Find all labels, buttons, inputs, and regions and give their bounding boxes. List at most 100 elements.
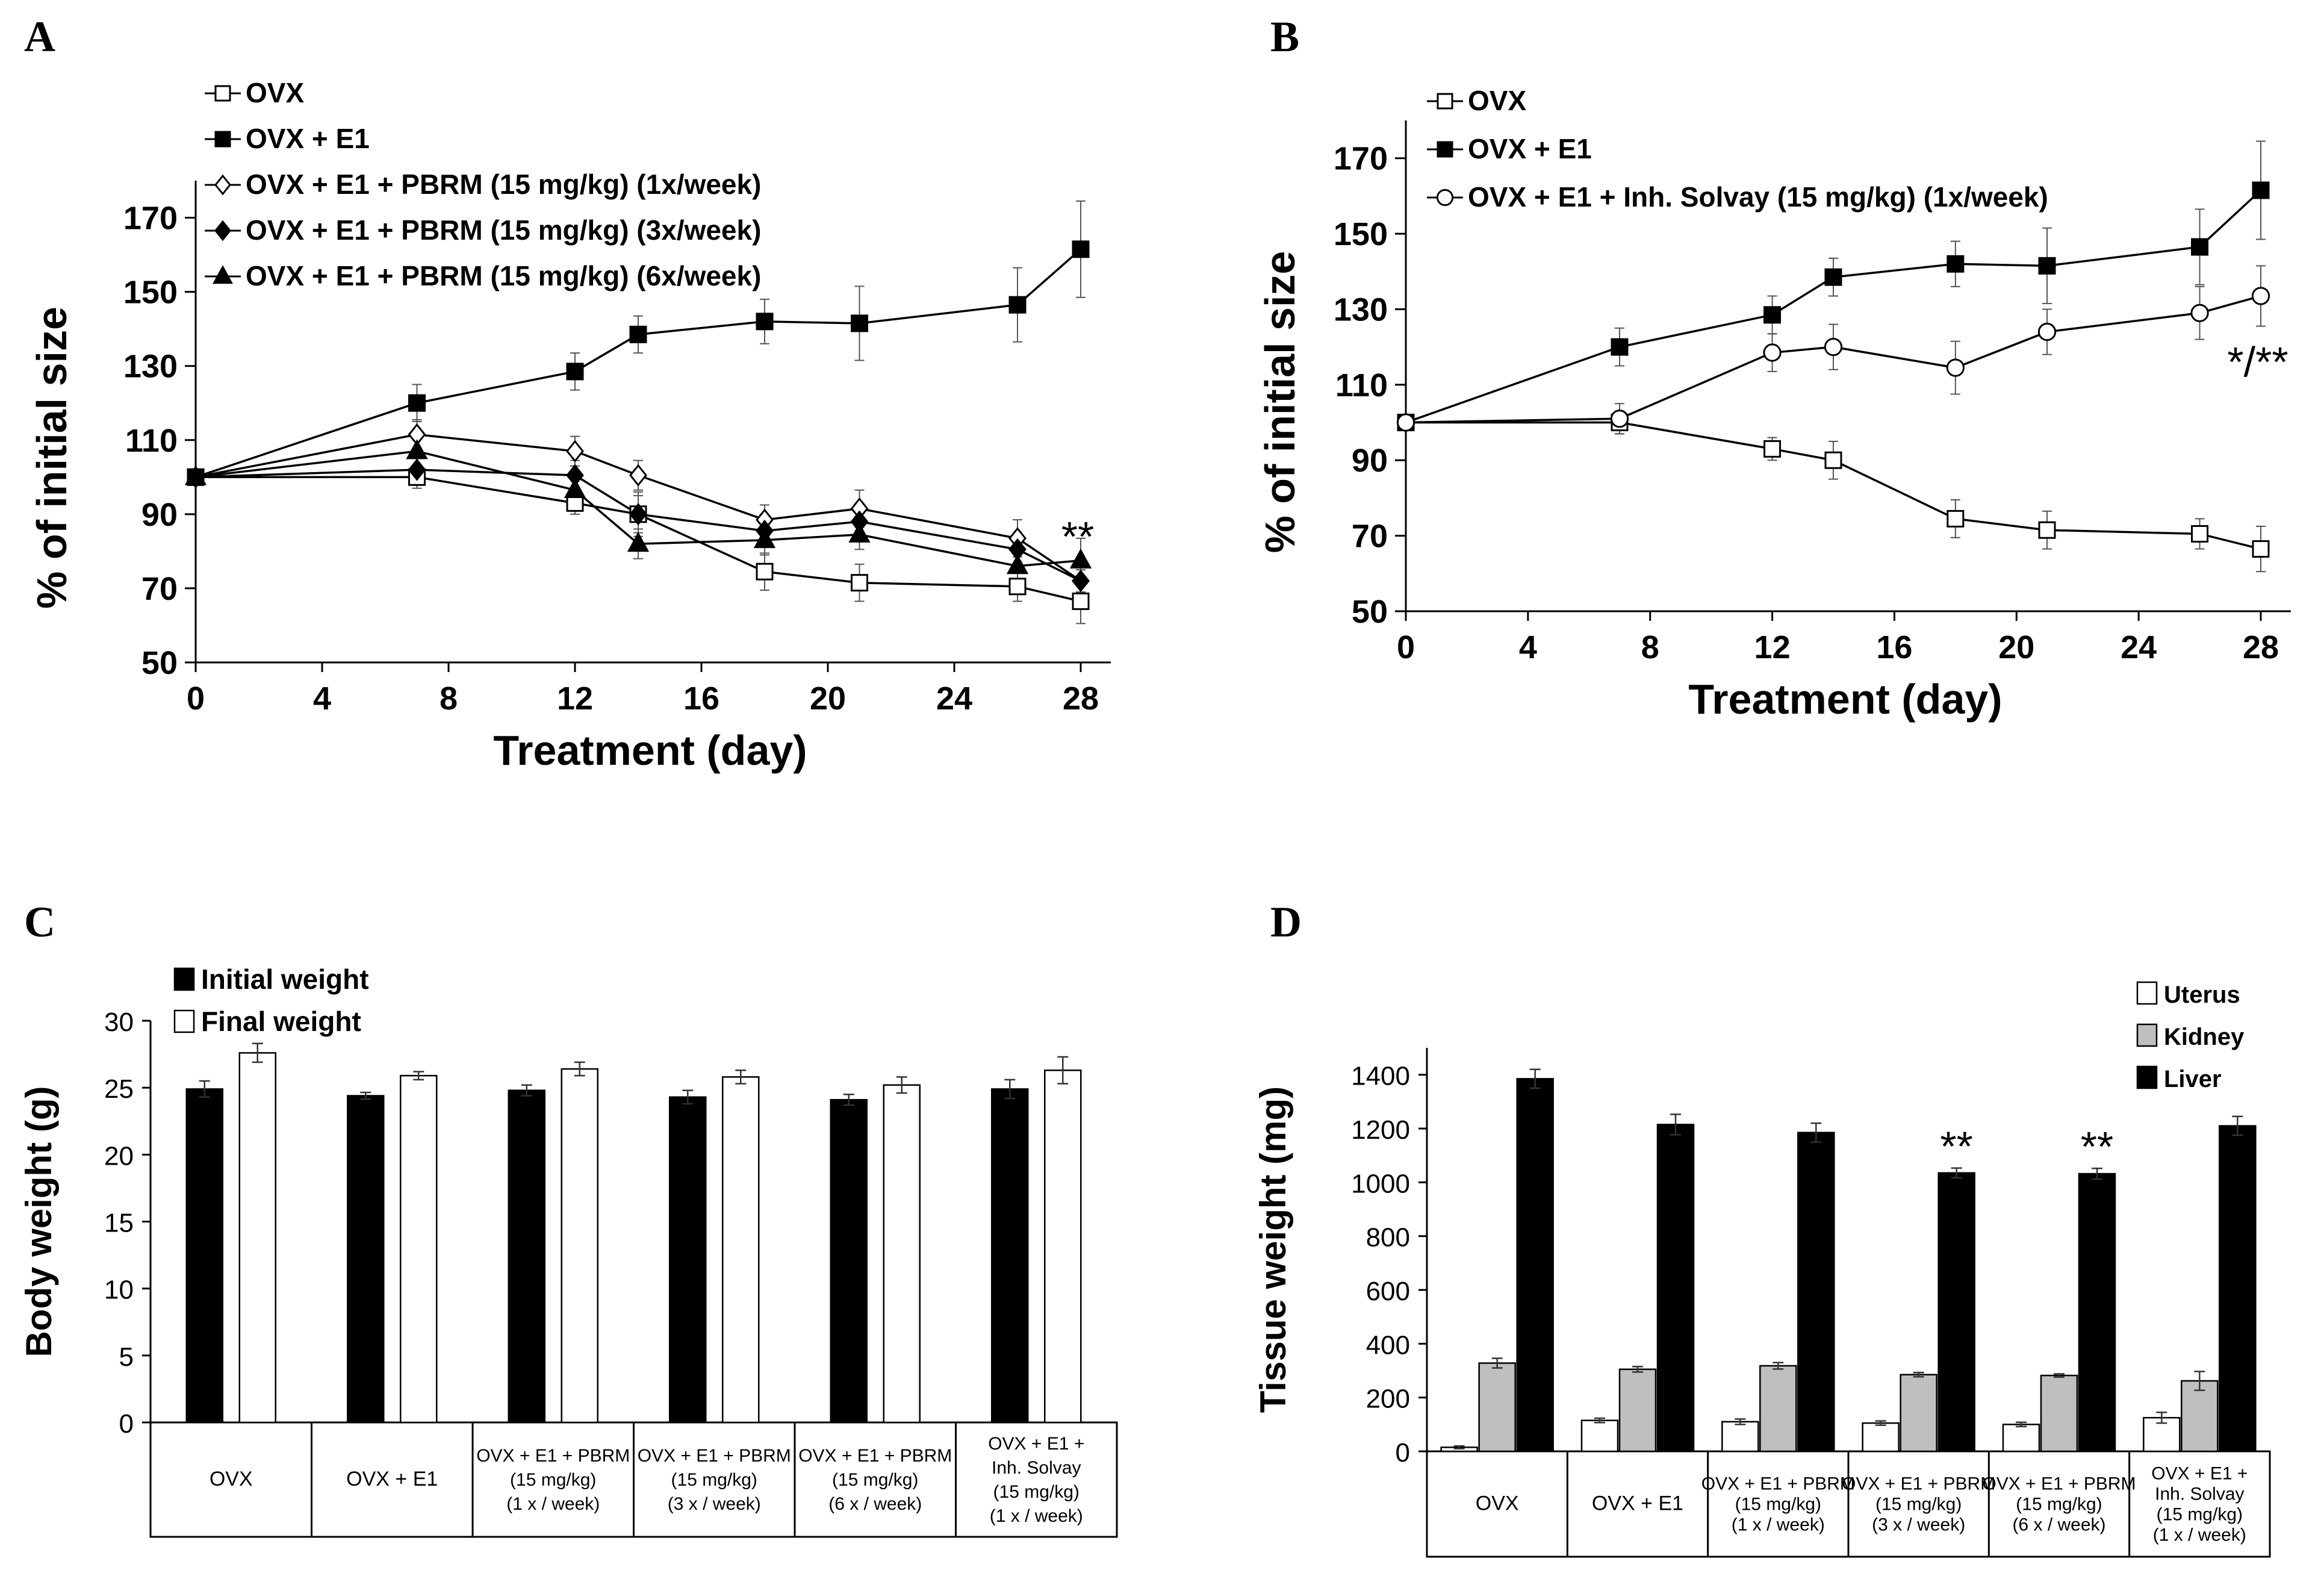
y-tick-label: 50 [1352,594,1388,630]
data-point [627,532,650,552]
data-point [2038,257,2056,275]
category-label: Inh. Solvay [2155,1484,2244,1504]
legend-marker [214,220,231,241]
data-point [756,313,774,331]
category-label: (1 x / week) [506,1494,600,1514]
category-label: OVX + E1 + PBRM [476,1446,630,1466]
data-point [1946,358,1965,377]
y-tick-label: 0 [1396,1438,1410,1468]
y-tick-label: 90 [1352,443,1388,479]
data-point [2191,238,2209,256]
data-point [2038,521,2056,539]
legend-marker [214,85,231,102]
y-tick-label: 110 [125,423,178,459]
series-line [195,248,1082,478]
category-label: OVX + E1 + PBRM [1982,1474,2136,1494]
legend-marker [214,174,231,196]
data-point [1947,509,1965,528]
data-point [1611,338,1629,356]
data-point [564,478,586,499]
bar [1044,1070,1082,1424]
y-tick-label: 70 [1352,519,1388,555]
y-tick-label: 70 [141,571,178,607]
x-tick-label: 16 [1876,629,1912,665]
bar [400,1074,438,1424]
y-tick-label: 170 [123,201,178,237]
bar [2219,1125,2257,1453]
legend-label: OVX + E1 [1468,133,1592,164]
legend-swatch [173,967,195,991]
y-tick-label: 800 [1366,1223,1410,1253]
category-label: (3 x / week) [668,1494,761,1514]
bar [347,1095,385,1424]
data-point [1006,553,1029,575]
data-point [1610,410,1629,428]
category-label: (15 mg/kg) [832,1470,918,1490]
chart-a-line: 50 70 90 110 130 150 170 0 4 8 12 16 20 24 28 Treatment… [28,77,1111,774]
data-point [2191,525,2209,543]
category-label: (15 mg/kg) [510,1470,596,1490]
category-label: (15 mg/kg) [1875,1495,1962,1515]
category-label: OVX + E1 + PBRM [1701,1474,1855,1494]
category-label: (1 x / week) [990,1506,1083,1526]
data-point [1824,268,1842,286]
data-point [1763,343,1782,362]
x-tick-label: 4 [1519,629,1537,665]
legend-label: OVX + E1 + PBRM (15 mg/kg) (1x/week) [246,169,761,200]
bar [1656,1124,1695,1453]
bar [238,1052,276,1424]
y-tick-label: 10 [104,1275,134,1305]
y-tick-label: 150 [1334,216,1388,252]
category-label: OVX + E1 + PBRM [1842,1474,1995,1494]
panel-label-c: C [24,898,55,946]
x-tick-label: 20 [810,680,846,717]
bar [2078,1173,2116,1453]
legend-label: OVX [1468,85,1526,116]
bar [1478,1362,1516,1453]
significance-annotation: ** [1940,1123,1972,1170]
data-point [629,325,647,343]
data-point [1008,578,1027,596]
data-point [1072,592,1090,610]
x-tick-label: 24 [936,680,972,717]
legend-swatch [2136,1023,2158,1047]
category-label: (15 mg/kg) [2016,1495,2102,1515]
category-label: OVX + E1 [1592,1492,1683,1515]
category-label: OVX + E1 + [2151,1464,2248,1484]
legend-label: OVX + E1 + PBRM (15 mg/kg) (3x/week) [246,214,761,246]
category-label: (15 mg/kg) [671,1470,757,1490]
legend-label: Uterus [2164,982,2240,1008]
y-tick-label: 15 [104,1209,134,1238]
data-point [408,394,426,412]
x-tick-label: 28 [1063,680,1099,717]
y-tick-label: 30 [104,1008,134,1037]
y-tick-label: 1200 [1351,1115,1410,1145]
x-tick-label: 12 [557,680,593,717]
series-line [195,450,1081,567]
x-tick-label: 8 [1641,629,1659,665]
legend-label: OVX + E1 [246,123,370,154]
chart-d-tissue-weight: 0 200 400 600 800 1000 1200 1400 Tissue weight (… [1253,981,2271,1558]
series-line [1405,294,2261,424]
legend-label: Final weight [201,1006,361,1037]
data-point [1824,451,1842,469]
data-point [2190,304,2209,322]
data-point [1763,306,1782,324]
y-tick-label: 130 [123,349,178,385]
y-tick-label: 170 [1334,141,1388,177]
x-axis-title: Treatment (day) [1688,676,2002,723]
bar [669,1096,707,1424]
y-tick-label: 90 [141,497,178,533]
legend-marker [1437,141,1453,158]
legend-label: OVX + E1 + PBRM (15 mg/kg) (6x/week) [246,260,761,291]
y-tick-label: 400 [1366,1330,1410,1360]
data-point [1824,338,1843,357]
x-tick-label: 8 [440,680,458,717]
y-tick-label: 1400 [1351,1062,1410,1091]
legend-label: OVX + E1 + Inh. Solvay (15 mg/kg) (1x/we… [1468,181,2048,213]
category-label: OVX + E1 + PBRM [798,1446,952,1466]
bar [1580,1419,1619,1453]
x-tick-label: 0 [1397,629,1415,665]
legend-label: OVX [246,77,304,108]
legend-marker [1436,188,1454,207]
